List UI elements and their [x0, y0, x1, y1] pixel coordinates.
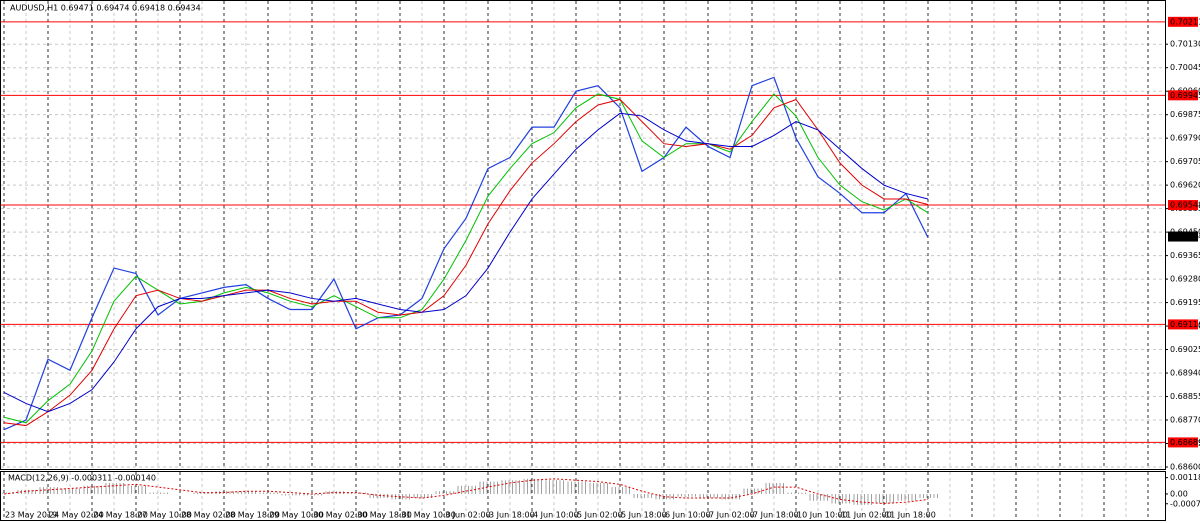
level-label: 0.69945 [1170, 91, 1200, 100]
level-label: 0.70211 [1170, 17, 1200, 26]
price-line [3, 76, 929, 431]
x-tick-label: 28 May 02:00 [181, 511, 236, 520]
x-tick-label: 24 May 02:00 [49, 511, 104, 520]
x-tick-label: 30 May 02:00 [313, 511, 368, 520]
x-tick-label: 3 Jun 18:00 [489, 511, 535, 520]
moving-average [3, 112, 929, 413]
macd-frame [0, 471, 1166, 521]
level-label-box [1168, 437, 1198, 448]
y-tick-label: 0.68770 [1170, 416, 1200, 425]
x-tick-label: 10 Jun 10:00 [797, 511, 848, 520]
y-tick-label: 0.69620 [1170, 181, 1200, 190]
level-label-box [1168, 319, 1198, 330]
x-tick-label: 3 Jun 02:00 [445, 511, 491, 520]
x-tick-label: 24 May 18:00 [93, 511, 148, 520]
x-tick-label: 7 Jun 18:00 [753, 511, 799, 520]
x-tick-label: 31 May 10:00 [401, 511, 456, 520]
labels-layer: 0.701300.700450.699600.698750.697900.697… [5, 16, 1200, 520]
y-tick-label: 0.69195 [1170, 298, 1200, 307]
x-tick-label: 11 Jun 18:00 [885, 511, 936, 520]
y-tick-label: 0.68600 [1170, 463, 1200, 472]
level-label-box [1168, 90, 1198, 101]
y-tick-label: 0.69280 [1170, 275, 1200, 284]
level-label: 0.69548 [1170, 201, 1200, 210]
y-tick-label: -0.000716 [1170, 499, 1200, 508]
x-tick-label: 4 Jun 10:00 [533, 511, 579, 520]
moving-average [3, 98, 929, 427]
y-tick-label: 0.70045 [1170, 63, 1200, 72]
y-tick-label: 0.00 [1170, 489, 1188, 498]
x-tick-label: 7 Jun 02:00 [709, 511, 755, 520]
x-tick-label: 5 Jun 02:00 [577, 511, 623, 520]
x-tick-label: 23 May 2019 [5, 511, 57, 520]
x-tick-label: 30 May 18:00 [357, 511, 412, 520]
x-tick-label: 28 May 18:00 [225, 511, 280, 520]
last-price-box [1168, 231, 1198, 242]
y-tick-label: 0.69790 [1170, 134, 1200, 143]
x-tick-label: 11 Jun 02:00 [841, 511, 892, 520]
y-tick-label: 0.69875 [1170, 110, 1200, 119]
last-price-label: 0.69434 [1170, 232, 1200, 241]
y-tick-label: 0.70130 [1170, 40, 1200, 49]
level-label-box [1168, 16, 1198, 27]
level-label: 0.69116 [1170, 320, 1200, 329]
y-tick-label: 0.001187 [1170, 473, 1200, 482]
x-tick-label: 29 May 10:00 [269, 511, 324, 520]
y-tick-label: 0.68940 [1170, 369, 1200, 378]
y-tick-label: 0.69365 [1170, 251, 1200, 260]
level-label: 0.68689 [1170, 438, 1200, 447]
macd-title: MACD(12,26,9) -0.000311 -0.000140 [8, 474, 156, 483]
macd-signal [3, 478, 929, 505]
x-tick-label: 5 Jun 18:00 [621, 511, 667, 520]
y-tick-label: 0.69025 [1170, 345, 1200, 354]
level-label-box [1168, 200, 1198, 211]
x-tick-label: 6 Jun 10:00 [665, 511, 711, 520]
marks-layer [1, 21, 1165, 505]
price-frame [0, 0, 1166, 470]
chart-title: AUDUSD,H1 0.69471 0.69474 0.69418 0.6943… [10, 4, 201, 13]
y-tick-label: 0.68855 [1170, 392, 1200, 401]
y-tick-label: 0.69705 [1170, 157, 1200, 166]
grid-layer [1, 1, 1165, 520]
x-tick-label: 27 May 10:00 [137, 511, 192, 520]
